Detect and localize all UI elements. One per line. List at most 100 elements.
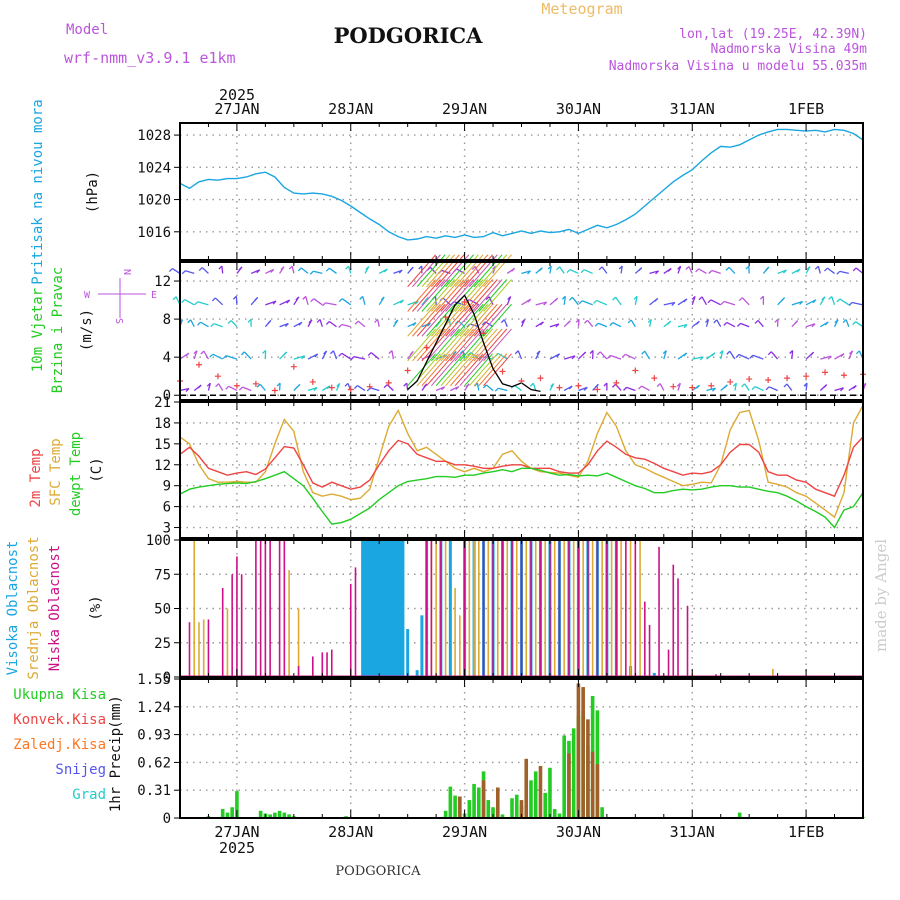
wind-barb — [393, 269, 403, 275]
wind-gust-fan — [459, 353, 489, 387]
precip-legend-item: Snijeg — [55, 762, 106, 778]
wind-barb-head — [238, 386, 243, 391]
wind-barb-head — [527, 298, 532, 303]
precip-unit-label: (mm) — [108, 695, 124, 729]
precip-conv-bar — [586, 719, 590, 818]
wind-barb-head — [840, 387, 844, 392]
precip-total-bar — [557, 813, 562, 818]
wind-barb-head — [698, 296, 703, 301]
wind-gust-marker — [480, 330, 487, 337]
wind-barb-head — [218, 265, 223, 270]
y-tick-label: 1020 — [137, 193, 171, 209]
precip-total-bar — [737, 812, 742, 818]
wind-barb-head — [695, 268, 700, 273]
wind-barb-head — [603, 382, 608, 387]
wind-barb-head — [568, 296, 573, 301]
wind-barb-head — [210, 323, 215, 328]
wind-barb-head — [198, 267, 203, 271]
wind-barb — [476, 383, 480, 391]
wind-barb-head — [725, 266, 730, 271]
wind-barb — [243, 351, 252, 360]
year-bottom: 2025 — [219, 839, 255, 857]
wind-barb-head — [187, 319, 192, 324]
precip-total-bar — [448, 786, 453, 818]
wind-gust-marker — [518, 377, 525, 384]
y-tick-label: 1016 — [137, 225, 171, 241]
wind-gust-fan — [426, 279, 456, 312]
wind-gust-marker — [613, 379, 620, 386]
wind-barb-head — [538, 267, 543, 272]
wind-barb-head — [412, 322, 417, 327]
wind-barb-head — [459, 350, 464, 354]
precip-conv-bar — [581, 687, 585, 818]
precip-conv-bar — [576, 683, 581, 818]
wind-barb-head — [454, 320, 459, 325]
wind-barb — [485, 384, 494, 391]
wind-barb-head — [500, 319, 505, 324]
wind-barb-head — [427, 322, 431, 327]
wind-barb-head — [840, 353, 845, 358]
wind-gust-fan — [416, 279, 446, 312]
y-tick-label: 0 — [163, 388, 171, 404]
wind-barb — [341, 352, 352, 360]
wind-gust-fan — [449, 303, 479, 337]
wind-barb-head — [297, 267, 302, 272]
wind-barb-head — [575, 318, 580, 323]
wind-gust-marker — [803, 373, 810, 380]
wind-barb — [615, 296, 622, 306]
wind-barb-head — [609, 322, 614, 327]
wind-barb-head — [256, 383, 261, 388]
precip-legend-item: Konvek.Kisa — [13, 712, 106, 728]
wind-barb-head — [359, 295, 364, 300]
wind-barb-head — [181, 299, 186, 303]
wind-barb-head — [677, 265, 682, 270]
wind-gust-marker — [556, 384, 563, 391]
wind-barb-head — [409, 266, 414, 271]
wind-barb-head — [492, 265, 496, 270]
wind-barb — [341, 298, 352, 306]
wind-gust-marker — [537, 375, 544, 382]
wind-barb — [200, 321, 209, 328]
y-tick-label: 6 — [163, 500, 171, 516]
wind-barb — [663, 301, 675, 306]
wind-barb — [185, 270, 195, 275]
wind-barb-head — [423, 383, 428, 388]
wind-barb — [855, 267, 864, 274]
wind-barb — [831, 296, 836, 306]
wind-barb-head — [550, 383, 555, 388]
wind-gust-marker — [822, 369, 829, 376]
x-tick-label-bottom: 31JAN — [670, 823, 715, 841]
wind-barb-head — [594, 322, 599, 327]
wind-barb-head — [345, 265, 350, 270]
wind-barb — [332, 350, 338, 360]
precip-total-bar — [287, 814, 291, 818]
wind-barb-head — [683, 298, 688, 303]
wind-barb-head — [336, 382, 341, 387]
x-tick-label-bottom: 28JAN — [328, 823, 373, 841]
wind-barb — [313, 270, 323, 275]
wind-barb-head — [582, 351, 587, 356]
wind-barb-head — [707, 299, 712, 304]
precip-conv-bar — [595, 764, 600, 818]
wind-barb — [688, 266, 693, 274]
wind-gust-marker — [784, 375, 791, 382]
wind-gust-marker — [290, 363, 297, 370]
wind-barb — [648, 319, 652, 327]
wind-barb-head — [511, 267, 516, 272]
wind-barb — [325, 302, 337, 306]
wind-gust-marker — [651, 375, 658, 382]
wind-barb-head — [473, 382, 478, 387]
wind-barb-head — [749, 354, 754, 359]
wind-barb — [357, 384, 366, 392]
wind-barb-head — [566, 320, 571, 325]
cloud-unit-label: (%) — [88, 595, 104, 620]
wind-barb — [357, 320, 366, 328]
wind-barb — [391, 350, 395, 360]
x-tick-label-top: 30JAN — [556, 100, 601, 118]
y-tick-label: 15 — [154, 437, 171, 453]
precip-total-bar — [467, 800, 472, 818]
wind-barb — [549, 323, 560, 328]
wind-barb-head — [759, 295, 764, 300]
wind-barb-head — [705, 318, 709, 323]
wind-gust-fan — [421, 328, 451, 362]
